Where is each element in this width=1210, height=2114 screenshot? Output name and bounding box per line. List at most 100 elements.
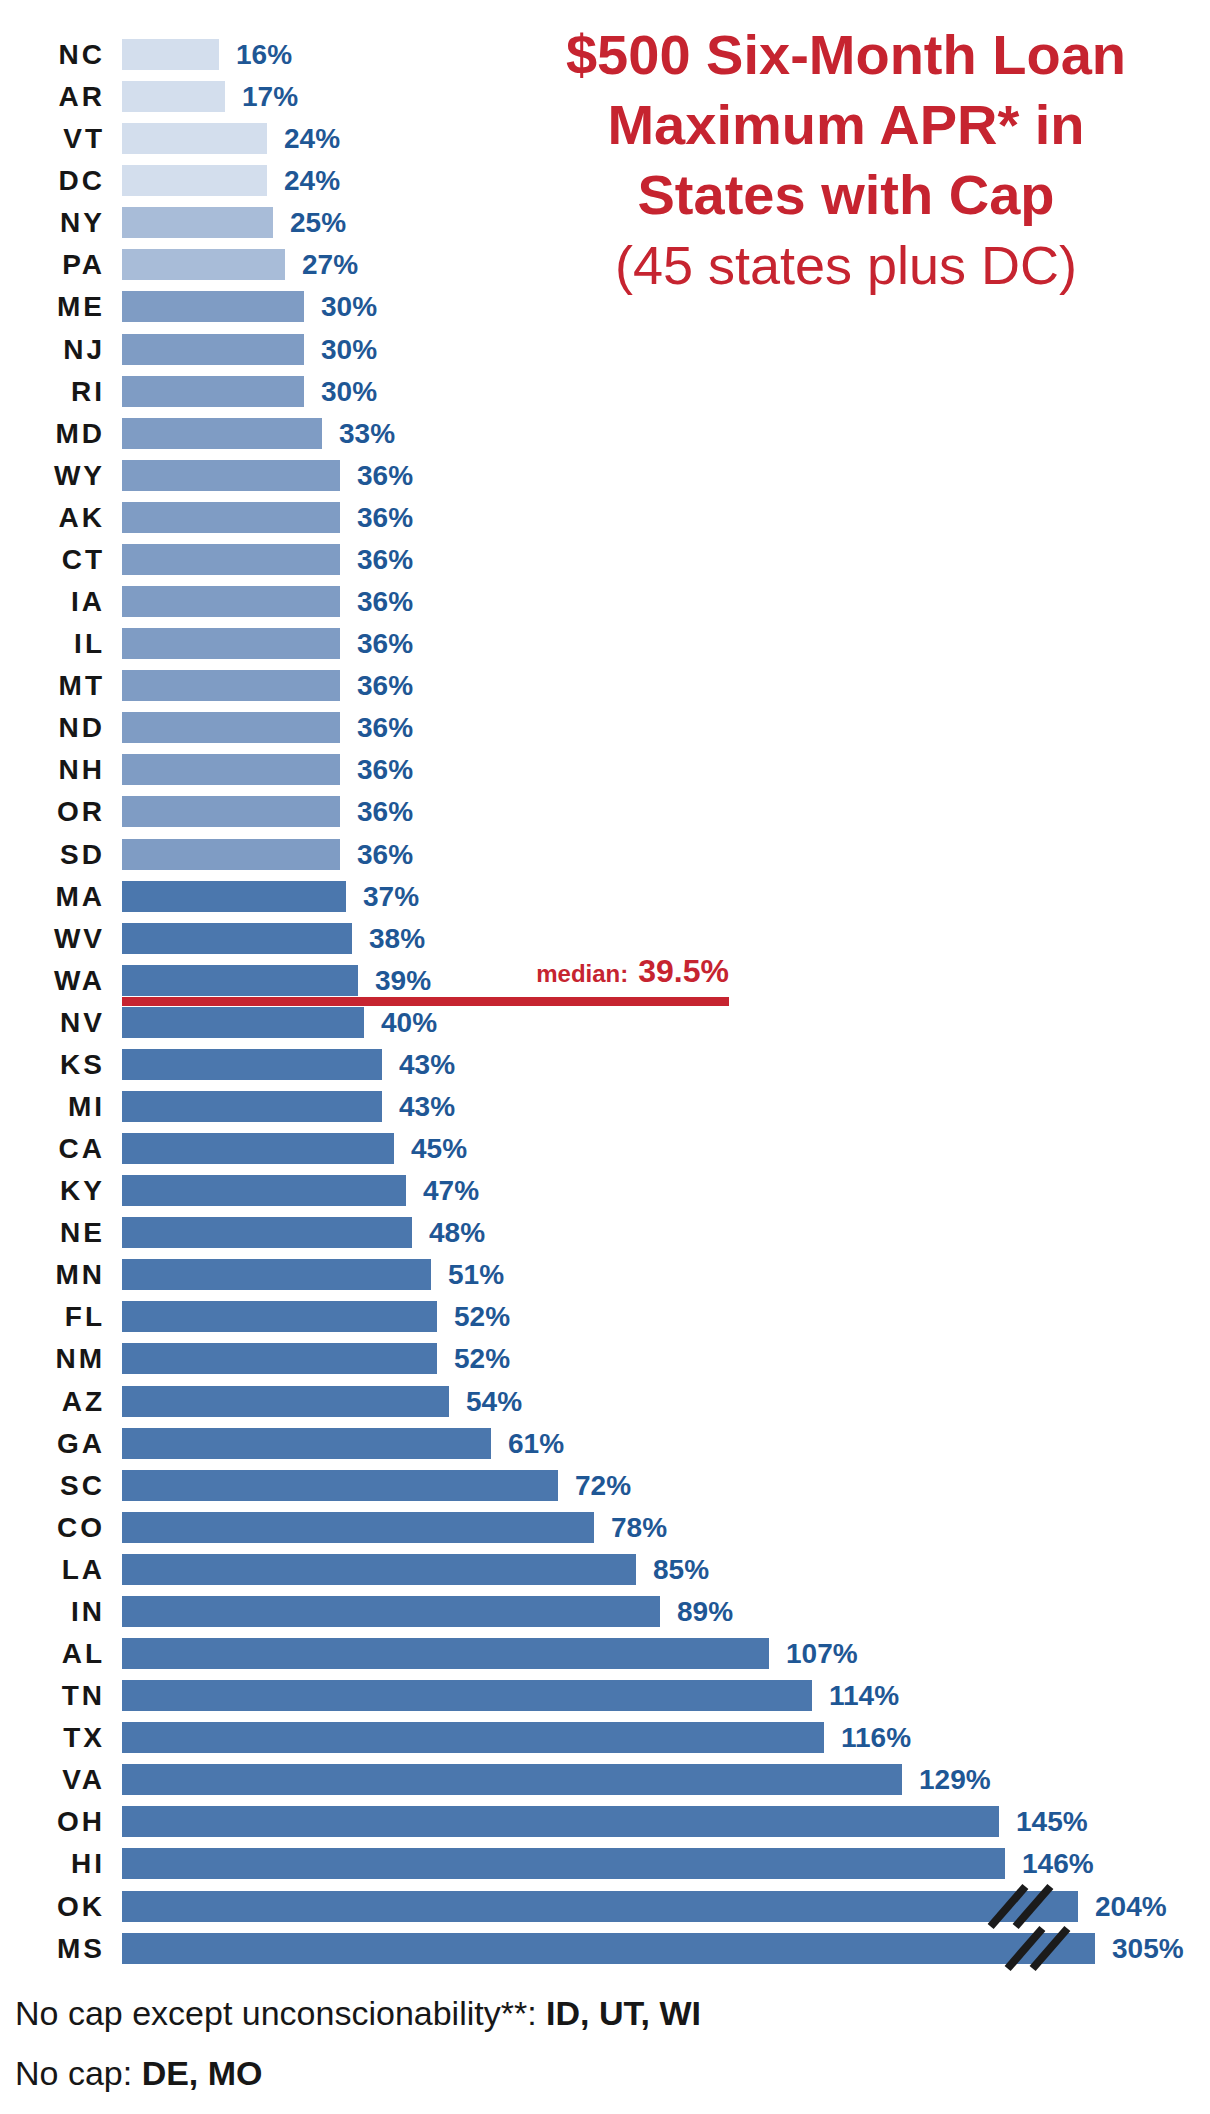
- value-label-va: 129%: [919, 1764, 991, 1795]
- bar-row-wy: WY36%: [0, 460, 1210, 491]
- median-line: [122, 997, 729, 1006]
- value-label-in: 89%: [677, 1596, 733, 1627]
- state-label-ca: CA: [0, 1133, 105, 1164]
- state-label-ar: AR: [0, 81, 105, 112]
- state-label-az: AZ: [0, 1386, 105, 1417]
- value-label-wv: 38%: [369, 923, 425, 954]
- bar-oh: [122, 1806, 999, 1837]
- state-label-in: IN: [0, 1596, 105, 1627]
- value-label-nh: 36%: [357, 754, 413, 785]
- value-label-ok: 204%: [1095, 1891, 1167, 1922]
- bar-ok: [122, 1891, 1078, 1922]
- bar-in: [122, 1596, 660, 1627]
- state-label-ma: MA: [0, 881, 105, 912]
- bar-ms: [122, 1933, 1095, 1964]
- state-label-tn: TN: [0, 1680, 105, 1711]
- value-label-ma: 37%: [363, 881, 419, 912]
- value-label-ak: 36%: [357, 502, 413, 533]
- bar-row-mn: MN 51%: [0, 1259, 1210, 1290]
- bar-ky: [122, 1175, 406, 1206]
- state-label-nd: ND: [0, 712, 105, 743]
- bar-md: [122, 418, 322, 449]
- value-label-mt: 36%: [357, 670, 413, 701]
- bar-row-ak: AK 36%: [0, 502, 1210, 533]
- value-label-ms: 305%: [1112, 1933, 1184, 1964]
- value-label-vt: 24%: [284, 123, 340, 154]
- chart-title-line-3: States with Cap: [505, 160, 1187, 230]
- bar-mi: [122, 1091, 382, 1122]
- bar-il: [122, 628, 340, 659]
- bar-row-ia: IA36%: [0, 586, 1210, 617]
- state-label-wy: WY: [0, 460, 105, 491]
- value-label-me: 30%: [321, 291, 377, 322]
- bar-row-ct: CT36%: [0, 544, 1210, 575]
- bar-ar: [122, 81, 225, 112]
- chart-title: $500 Six-Month Loan Maximum APR* in Stat…: [505, 20, 1187, 300]
- bar-co: [122, 1512, 594, 1543]
- state-label-tx: TX: [0, 1722, 105, 1753]
- bar-row-ks: KS 43%: [0, 1049, 1210, 1080]
- footnote-no-cap: No cap: DE, MO: [15, 2054, 263, 2093]
- chart-title-subtitle: (45 states plus DC): [505, 230, 1187, 300]
- state-label-ky: KY: [0, 1175, 105, 1206]
- value-label-mn: 51%: [448, 1259, 504, 1290]
- state-label-nc: NC: [0, 39, 105, 70]
- bar-ga: [122, 1428, 491, 1459]
- median-label-text: median:: [536, 960, 628, 988]
- footnote-1-prefix: No cap except unconscionability**:: [15, 1994, 546, 2032]
- bar-az: [122, 1386, 449, 1417]
- bar-tx: [122, 1722, 824, 1753]
- value-label-ga: 61%: [508, 1428, 564, 1459]
- bar-nm: [122, 1343, 437, 1374]
- state-label-ga: GA: [0, 1428, 105, 1459]
- value-label-ks: 43%: [399, 1049, 455, 1080]
- bar-la: [122, 1554, 636, 1585]
- bar-nv: [122, 1007, 364, 1038]
- bar-ny: [122, 207, 273, 238]
- state-label-oh: OH: [0, 1806, 105, 1837]
- bar-wy: [122, 460, 340, 491]
- bar-ks: [122, 1049, 382, 1080]
- bar-tn: [122, 1680, 812, 1711]
- median-value-text: 39.5%: [638, 953, 729, 990]
- bar-sc: [122, 1470, 558, 1501]
- state-label-co: CO: [0, 1512, 105, 1543]
- state-label-va: VA: [0, 1764, 105, 1795]
- state-label-ak: AK: [0, 502, 105, 533]
- state-label-me: ME: [0, 291, 105, 322]
- state-label-ks: KS: [0, 1049, 105, 1080]
- bar-row-wv: WV38%: [0, 923, 1210, 954]
- state-label-sd: SD: [0, 839, 105, 870]
- bar-ca: [122, 1133, 394, 1164]
- value-label-md: 33%: [339, 418, 395, 449]
- value-label-nm: 52%: [454, 1343, 510, 1374]
- bar-row-fl: FL52%: [0, 1301, 1210, 1332]
- state-label-mn: MN: [0, 1259, 105, 1290]
- footnote-2-states: DE, MO: [142, 2054, 263, 2092]
- value-label-ar: 17%: [242, 81, 298, 112]
- bar-row-oh: OH145%: [0, 1806, 1210, 1837]
- value-label-al: 107%: [786, 1638, 858, 1669]
- bar-row-ca: CA45%: [0, 1133, 1210, 1164]
- footnote-2-prefix: No cap:: [15, 2054, 142, 2092]
- state-label-fl: FL: [0, 1301, 105, 1332]
- bar-mn: [122, 1259, 431, 1290]
- bar-row-nj: NJ30%: [0, 334, 1210, 365]
- state-label-ok: OK: [0, 1891, 105, 1922]
- state-label-ny: NY: [0, 207, 105, 238]
- value-label-pa: 27%: [302, 249, 358, 280]
- bar-ia: [122, 586, 340, 617]
- bar-nj: [122, 334, 304, 365]
- median-annotation: median: 39.5%: [536, 953, 729, 990]
- bar-nh: [122, 754, 340, 785]
- state-label-nm: NM: [0, 1343, 105, 1374]
- value-label-sc: 72%: [575, 1470, 631, 1501]
- bar-wa: [122, 965, 358, 996]
- bar-ma: [122, 881, 346, 912]
- value-label-ne: 48%: [429, 1217, 485, 1248]
- bar-row-hi: HI146%: [0, 1848, 1210, 1879]
- state-label-ri: RI: [0, 376, 105, 407]
- bar-hi: [122, 1848, 1005, 1879]
- bar-row-in: IN 89%: [0, 1596, 1210, 1627]
- value-label-nv: 40%: [381, 1007, 437, 1038]
